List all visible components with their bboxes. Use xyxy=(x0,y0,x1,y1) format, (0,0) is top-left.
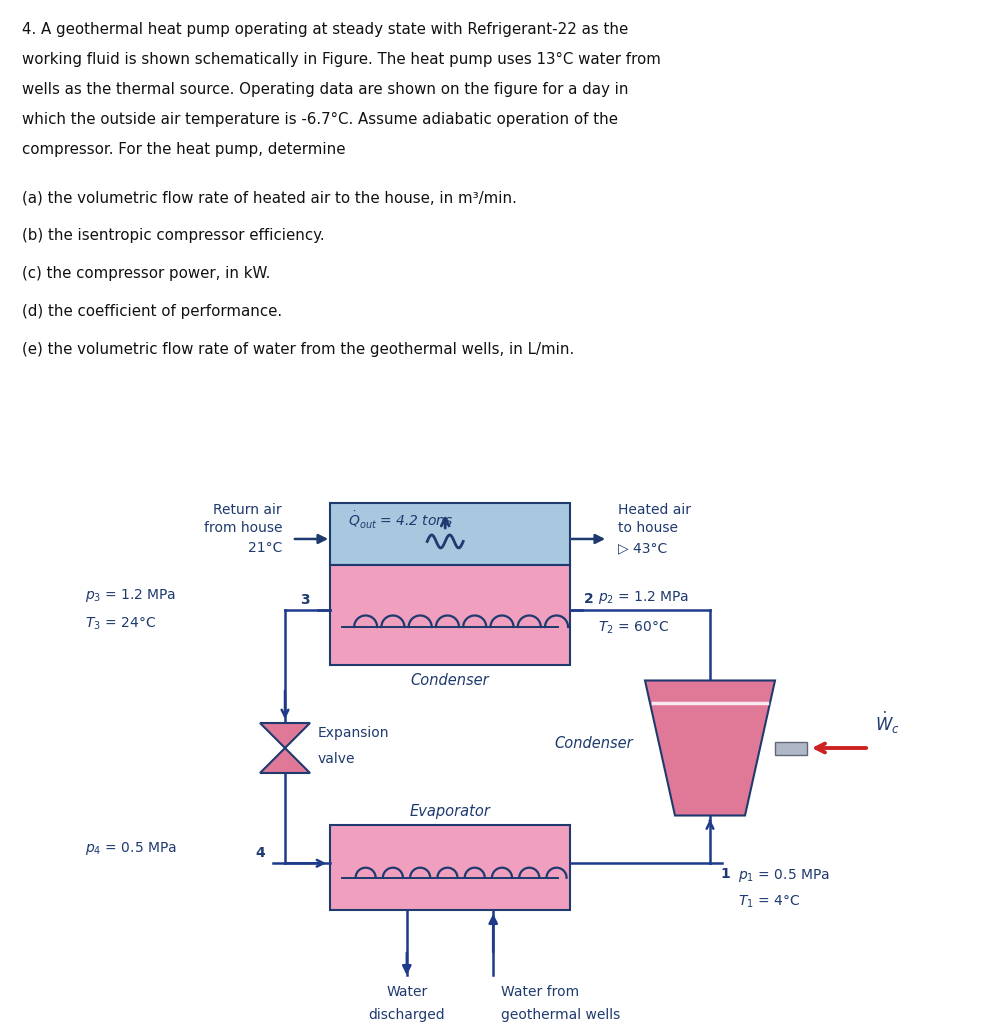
Text: Return air: Return air xyxy=(213,503,282,517)
Text: wells as the thermal source. Operating data are shown on the figure for a day in: wells as the thermal source. Operating d… xyxy=(22,82,628,97)
Text: $\dot{Q}_{out}$ = 4.2 tons: $\dot{Q}_{out}$ = 4.2 tons xyxy=(348,510,454,530)
Text: compressor. For the heat pump, determine: compressor. For the heat pump, determine xyxy=(22,142,346,157)
Text: geothermal wells: geothermal wells xyxy=(501,1008,620,1022)
Text: (e) the volumetric flow rate of water from the geothermal wells, in L/min.: (e) the volumetric flow rate of water fr… xyxy=(22,342,574,357)
Text: Condenser: Condenser xyxy=(411,673,489,688)
Polygon shape xyxy=(260,748,310,772)
Bar xyxy=(330,503,570,565)
Text: 2: 2 xyxy=(584,592,594,606)
Polygon shape xyxy=(260,723,310,748)
Text: $p_4$ = 0.5 MPa: $p_4$ = 0.5 MPa xyxy=(85,840,177,857)
Text: $\dot{W}_c$: $\dot{W}_c$ xyxy=(875,710,900,736)
Text: (d) the coefficient of performance.: (d) the coefficient of performance. xyxy=(22,304,283,319)
Text: 4: 4 xyxy=(256,847,265,860)
Bar xyxy=(775,742,807,755)
Text: $p_3$ = 1.2 MPa: $p_3$ = 1.2 MPa xyxy=(85,587,176,604)
Text: 1: 1 xyxy=(720,867,729,882)
Text: Evaporator: Evaporator xyxy=(410,804,490,819)
Text: discharged: discharged xyxy=(369,1008,445,1022)
Bar xyxy=(330,565,570,665)
Text: $T_2$ = 60°C: $T_2$ = 60°C xyxy=(598,620,669,636)
Text: (c) the compressor power, in kW.: (c) the compressor power, in kW. xyxy=(22,266,271,281)
Text: ▷ 43°C: ▷ 43°C xyxy=(618,541,667,555)
Text: $T_1$ = 4°C: $T_1$ = 4°C xyxy=(738,893,801,909)
Text: $p_2$ = 1.2 MPa: $p_2$ = 1.2 MPa xyxy=(598,589,689,606)
Text: 3: 3 xyxy=(301,593,310,607)
Bar xyxy=(330,825,570,909)
Text: (b) the isentropic compressor efficiency.: (b) the isentropic compressor efficiency… xyxy=(22,228,325,243)
Text: Heated air: Heated air xyxy=(618,503,691,517)
Text: 21°C: 21°C xyxy=(247,541,282,555)
Text: Water from: Water from xyxy=(501,985,579,999)
Text: valve: valve xyxy=(318,752,356,766)
Text: Water: Water xyxy=(386,985,428,999)
Text: 4. A geothermal heat pump operating at steady state with Refrigerant-22 as the: 4. A geothermal heat pump operating at s… xyxy=(22,22,628,37)
Text: working fluid is shown schematically in Figure. The heat pump uses 13°C water fr: working fluid is shown schematically in … xyxy=(22,52,661,67)
Text: Condenser: Condenser xyxy=(554,735,633,751)
Polygon shape xyxy=(645,681,775,816)
Text: $T_3$ = 24°C: $T_3$ = 24°C xyxy=(85,616,156,632)
Text: (a) the volumetric flow rate of heated air to the house, in m³/min.: (a) the volumetric flow rate of heated a… xyxy=(22,190,517,205)
Text: $p_1$ = 0.5 MPa: $p_1$ = 0.5 MPa xyxy=(738,867,830,884)
Text: Expansion: Expansion xyxy=(318,726,390,740)
Text: from house: from house xyxy=(203,521,282,536)
Text: which the outside air temperature is -6.7°C. Assume adiabatic operation of the: which the outside air temperature is -6.… xyxy=(22,112,618,127)
Text: to house: to house xyxy=(618,521,678,536)
